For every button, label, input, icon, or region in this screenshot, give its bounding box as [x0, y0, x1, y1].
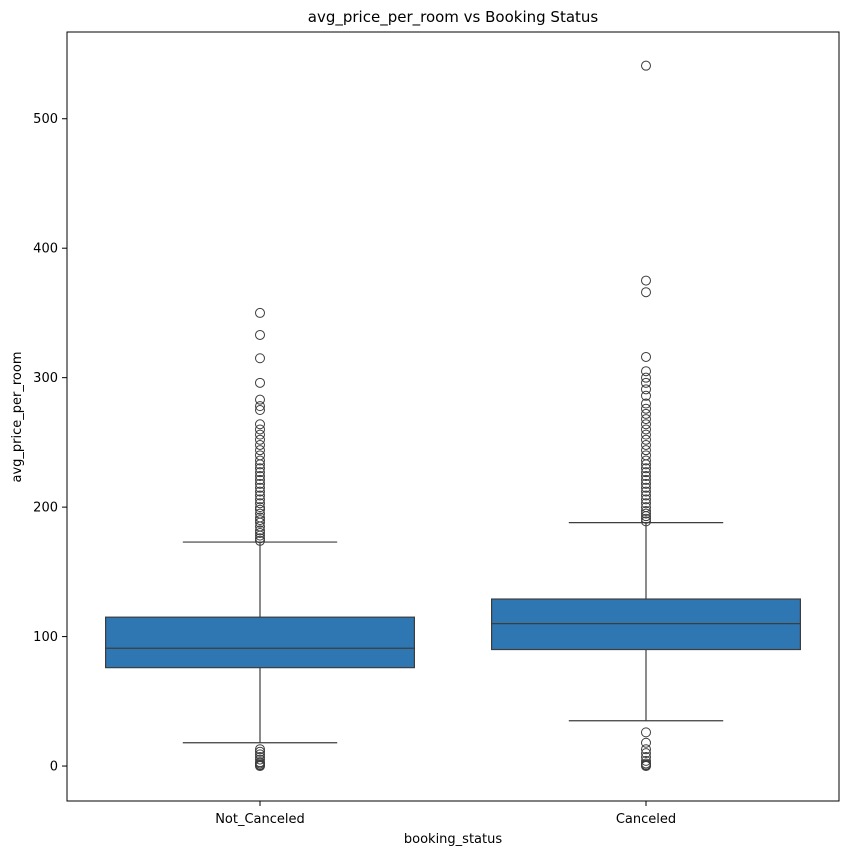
axes-frame — [66, 31, 840, 802]
outlier-point — [641, 478, 651, 489]
outlier-point — [255, 463, 265, 474]
outlier-point — [641, 751, 651, 762]
outlier-point — [255, 515, 265, 526]
outlier-point — [255, 405, 265, 416]
outlier-point — [255, 482, 265, 493]
outlier-point — [255, 494, 265, 505]
outlier-point — [255, 525, 265, 536]
outlier-point — [255, 508, 265, 519]
outlier-point — [641, 287, 651, 298]
x-tick-label: Not_Canceled — [215, 812, 305, 827]
outlier-point — [641, 755, 651, 766]
outlier-point — [641, 275, 651, 286]
outlier-point — [641, 502, 651, 513]
outlier-point — [255, 486, 265, 497]
outlier-point — [641, 372, 651, 383]
outlier-point — [641, 471, 651, 482]
box-iqr — [104, 616, 415, 669]
outlier-point — [255, 401, 265, 412]
outlier-point — [641, 424, 651, 435]
outlier-point — [641, 508, 651, 519]
box-iqr — [491, 598, 801, 651]
outlier-point — [641, 727, 651, 738]
outlier-point — [641, 403, 651, 414]
outlier-point — [255, 528, 265, 539]
y-tick-label: 100 — [33, 630, 58, 645]
outlier-point — [255, 450, 265, 461]
x-tick-label: Canceled — [616, 812, 676, 827]
outlier-point — [255, 502, 265, 513]
outlier-point — [641, 351, 651, 362]
outlier-point — [641, 390, 651, 401]
outlier-point — [641, 419, 651, 430]
outlier-point — [255, 429, 265, 440]
outlier-point — [255, 533, 265, 544]
outlier-point — [641, 744, 651, 755]
outlier-point — [255, 377, 265, 388]
outlier-point — [641, 748, 651, 759]
outlier-point — [255, 746, 265, 757]
y-tick-label: 500 — [33, 112, 58, 127]
outlier-point — [255, 754, 265, 765]
outlier-point — [255, 512, 265, 523]
outlier-point — [641, 377, 651, 388]
chart-title: avg_price_per_room vs Booking Status — [308, 8, 599, 27]
outlier-point — [641, 450, 651, 461]
outlier-point — [255, 434, 265, 445]
outlier-point — [641, 467, 651, 478]
outlier-point — [641, 474, 651, 485]
outlier-point — [641, 498, 651, 509]
outlier-point — [641, 486, 651, 497]
y-tick-label: 400 — [33, 242, 58, 257]
x-axis-label: booking_status — [404, 832, 502, 847]
outlier-point — [255, 535, 265, 546]
outlier-point — [255, 419, 265, 430]
outlier-point — [255, 353, 265, 364]
outlier-point — [641, 758, 651, 769]
outlier-point — [641, 60, 651, 71]
outlier-point — [255, 467, 265, 478]
outlier-point — [641, 516, 651, 527]
outlier-point — [255, 424, 265, 435]
outlier-point — [641, 455, 651, 466]
outlier-point — [255, 490, 265, 501]
outlier-point — [641, 490, 651, 501]
outlier-point — [255, 439, 265, 450]
outlier-point — [255, 445, 265, 456]
outlier-point — [641, 366, 651, 377]
outlier-point — [255, 749, 265, 760]
outlier-point — [641, 513, 651, 524]
outlier-point — [641, 445, 651, 456]
outlier-point — [641, 463, 651, 474]
y-axis-label: avg_price_per_room — [10, 352, 25, 483]
outlier-point — [255, 307, 265, 318]
outlier-point — [641, 737, 651, 748]
outlier-point — [255, 394, 265, 405]
outlier-point — [641, 429, 651, 440]
outlier-point — [255, 455, 265, 466]
y-tick-label: 200 — [33, 501, 58, 516]
plot-area: 0 100 200 300 400 500 Not_Canceled Canceled — [33, 31, 840, 827]
outlier-point — [641, 414, 651, 425]
outlier-point — [641, 439, 651, 450]
outlier-point — [641, 384, 651, 395]
outlier-point — [255, 744, 265, 755]
outlier-point — [641, 434, 651, 445]
outlier-point — [255, 757, 265, 768]
outlier-point — [641, 506, 651, 517]
y-tick-label: 0 — [50, 760, 58, 775]
outlier-point — [255, 478, 265, 489]
outlier-point — [641, 482, 651, 493]
outlier-point — [255, 474, 265, 485]
outlier-point — [641, 494, 651, 505]
outlier-point — [255, 498, 265, 509]
outlier-point — [255, 751, 265, 762]
outlier-point — [255, 504, 265, 515]
outlier-point — [641, 398, 651, 409]
outlier-point — [641, 408, 651, 419]
outlier-point — [255, 329, 265, 340]
outlier-point — [255, 471, 265, 482]
y-tick-label: 300 — [33, 371, 58, 386]
